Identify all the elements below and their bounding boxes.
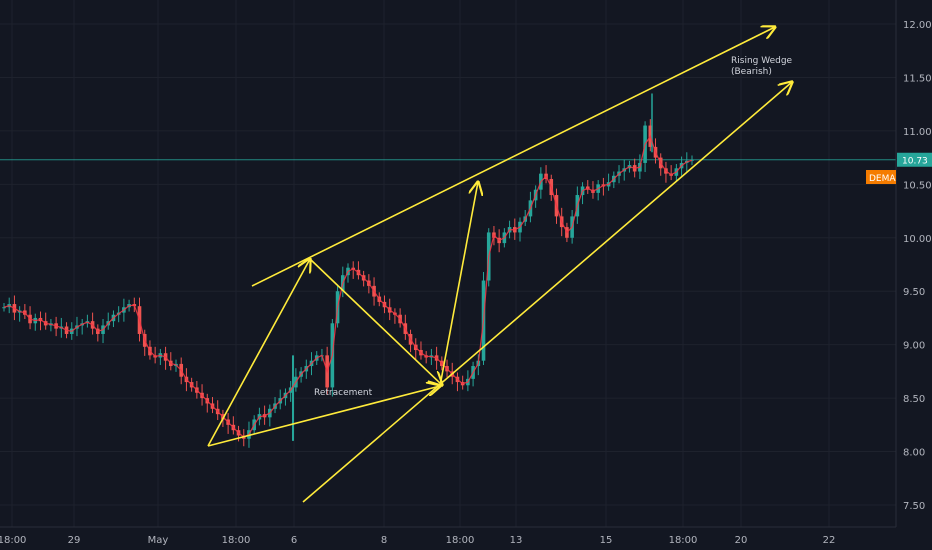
x-tick-label: 18:00	[669, 535, 698, 546]
retrace-arrow	[309, 258, 442, 385]
x-tick-label: 18:00	[222, 535, 251, 546]
dema-line	[3, 134, 693, 438]
price-axis: 12.00 11.50 11.00 10.50 10.00 9.50 9.00 8.50 8.0…	[895, 0, 932, 550]
time-axis: 18:00 29 May 18:00 6 8 18:00 13 15 18:00 20 22	[0, 526, 896, 546]
x-tick-label: 6	[291, 535, 297, 546]
y-tick-label: 8.50	[903, 394, 925, 405]
x-tick-label: 8	[381, 535, 387, 546]
x-tick-label: 20	[735, 535, 748, 546]
x-tick-label: 22	[823, 535, 836, 546]
y-tick-label: 12.00	[903, 20, 932, 31]
y-tick-label: 10.00	[903, 234, 932, 245]
upper-wedge-line	[251, 27, 775, 287]
dema-path	[3, 134, 693, 438]
dema-badge	[866, 170, 896, 184]
candle-body	[2, 307, 6, 309]
x-tick-label: 18:00	[446, 535, 475, 546]
last-price-text: 10.73	[902, 157, 928, 167]
annotations: Rising Wedge(Bearish) Retracement 10.73 DEM…	[314, 56, 932, 398]
candle-body	[690, 159, 694, 161]
x-tick-label: 15	[600, 535, 613, 546]
trend-drawings	[207, 27, 792, 503]
x-tick-label: 13	[510, 535, 523, 546]
dema-badge-text: DEMA	[869, 174, 896, 184]
y-tick-label: 11.50	[903, 73, 932, 84]
lower-wedge-line	[302, 82, 792, 503]
last-price-badge	[897, 152, 932, 167]
rising-wedge-label: Rising Wedge	[731, 56, 793, 66]
y-tick-label: 11.00	[903, 127, 932, 138]
x-tick-label: May	[148, 535, 169, 546]
impulse-arrow-2	[439, 182, 478, 387]
x-tick-label: 29	[68, 535, 81, 546]
price-axis-bg	[896, 0, 932, 550]
y-tick-label: 8.00	[903, 448, 925, 459]
retracement-label: Retracement	[314, 388, 373, 398]
x-tick-label: 18:00	[0, 535, 26, 546]
retracement-base-arrow	[207, 386, 440, 447]
y-tick-label: 10.50	[903, 180, 932, 191]
y-tick-label: 7.50	[903, 501, 925, 512]
impulse-arrow-1	[207, 259, 310, 447]
y-tick-label: 9.50	[903, 287, 925, 298]
grid	[0, 0, 896, 527]
y-tick-label: 9.00	[903, 341, 925, 352]
rising-wedge-sublabel: (Bearish)	[731, 67, 772, 77]
